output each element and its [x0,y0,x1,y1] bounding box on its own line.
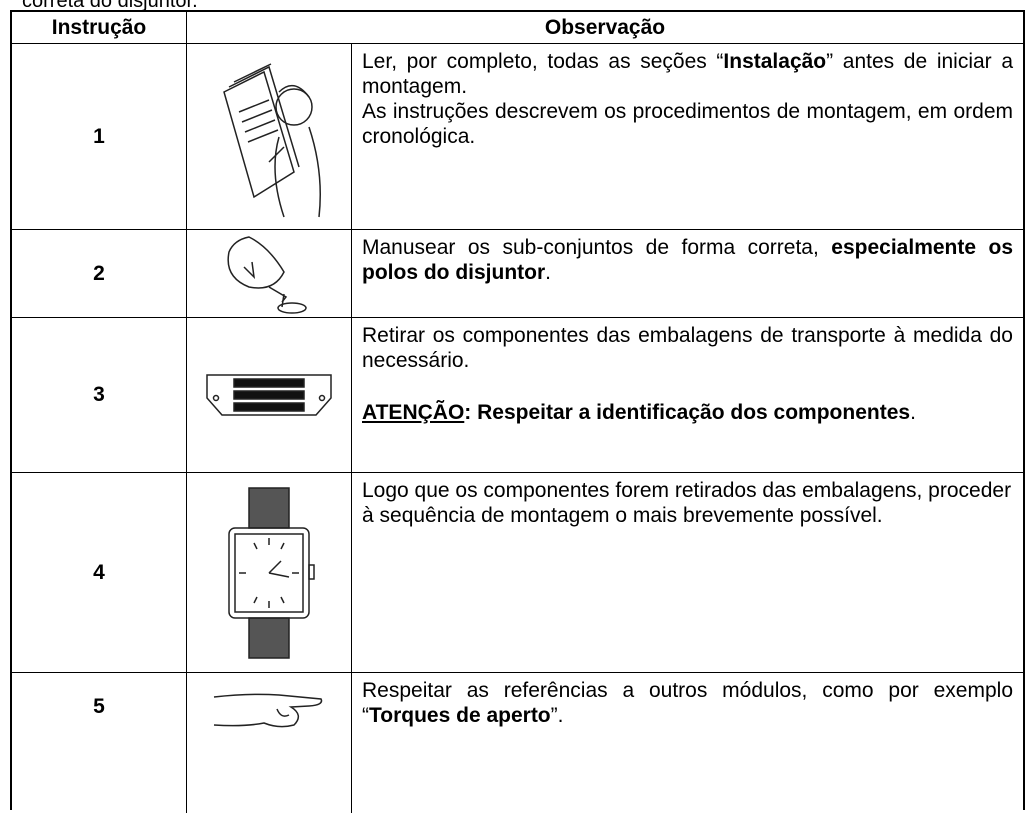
step-number: 3 [12,318,187,472]
step-number: 4 [12,473,187,672]
text-segment: . [910,401,916,424]
text-segment: ”. [550,704,564,727]
step-number: 1 [12,44,187,229]
paragraph: Manusear os sub-conjuntos de forma corre… [362,235,1013,285]
table-row: 5 Respeitar as referências a outros módu… [12,673,1023,813]
step-number: 5 [12,673,187,813]
paragraph: Logo que os componentes forem retirados … [362,478,1013,528]
intro-text: correta do disjuntor. [22,0,198,12]
table-row: 1 Ler, por completo, todas as seções “In… [12,44,1023,230]
text-segment: As instruções descrevem os procedimentos… [362,100,1013,148]
instruction-table: Instrução Observação 1 Ler, por completo… [10,10,1025,813]
text-segment: Logo que os componentes forem retirados … [362,479,1012,527]
paragraph: As instruções descrevem os procedimentos… [362,99,1013,149]
reading-icon [223,62,321,217]
observation: Retirar os componentes das embalagens de… [352,318,1023,472]
icon-cell [187,230,352,317]
paragraph: Retirar os componentes das embalagens de… [362,323,1013,373]
watch-icon [228,486,315,659]
table-row: 2 Manusear os sub-conjuntos de forma cor… [12,230,1023,318]
paragraph: Ler, por completo, todas as seções “Inst… [362,49,1013,99]
text-segment: Retirar os componentes das embalagens de… [362,324,1013,372]
icon-cell [187,673,352,813]
icon-cell [187,44,352,229]
connector-icon [206,374,332,416]
table-row: 4 Logo que os componentes forem retirado… [12,473,1023,673]
text-segment: Ler, por completo, todas as seções “ [362,50,724,73]
header-cell: Observação [544,15,666,39]
step-number: 2 [12,230,187,317]
observation: Ler, por completo, todas as seções “Inst… [352,44,1023,229]
text-segment: . [545,261,551,284]
emphasis-segment: : Respeitar a identificação dos componen… [464,401,911,424]
text-segment: Respeitar as referências a outros módulo… [362,679,1013,727]
paragraph: ATENÇÃO: Respeitar a identificação dos c… [362,400,1013,425]
emphasis-segment: especialmente os polos do disjuntor [362,236,1014,284]
header-row: Instrução Observação [12,12,1023,44]
glass-icon [227,235,307,314]
pointing-hand-icon [213,693,323,728]
icon-cell [187,318,352,472]
header-cell: Instrução [12,12,187,43]
emphasis-segment: Instalação [723,50,827,73]
text-segment: ” antes de iniciar a montagem. [362,50,1013,98]
observation: Manusear os sub-conjuntos de forma corre… [352,230,1023,317]
text-segment: Manusear os sub-conjuntos de forma corre… [362,236,832,259]
emphasis-segment: Torques de aperto [369,704,551,727]
emphasis-segment: ATENÇÃO [362,401,465,424]
paragraph: Respeitar as referências a outros módulo… [362,678,1013,728]
observation: Respeitar as referências a outros módulo… [352,673,1023,813]
icon-cell [187,473,352,672]
observation: Logo que os componentes forem retirados … [352,473,1023,672]
table-row: 3 Retirar os componentes das embalagens … [12,318,1023,473]
